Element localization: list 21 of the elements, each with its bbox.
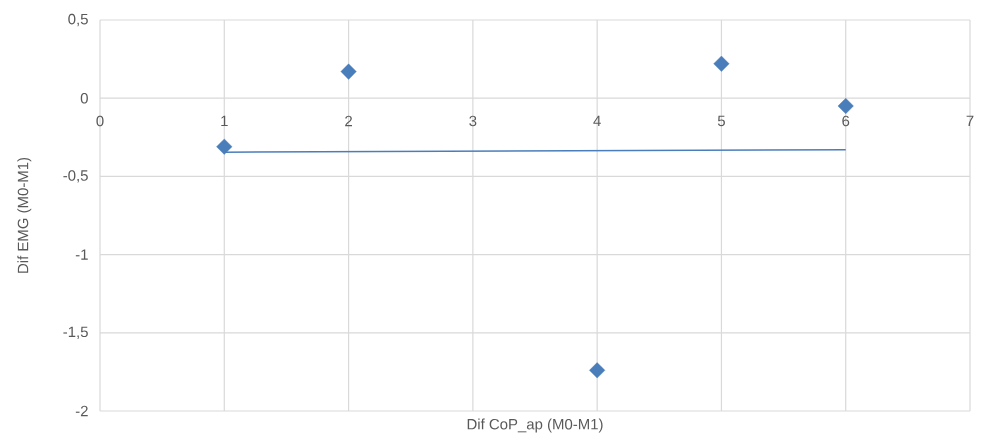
y-tick-label: -0,5 — [63, 170, 88, 183]
x-tick-label: 2 — [345, 115, 352, 127]
point — [216, 138, 233, 155]
point — [713, 55, 730, 72]
point — [340, 63, 357, 80]
y-tick-label: -1 — [75, 249, 88, 260]
x-tick-label: 6 — [842, 115, 850, 127]
x-tick-label: 5 — [717, 115, 725, 127]
y-tick-label: 0,5 — [68, 13, 88, 27]
y-tick-label: -1,5 — [63, 326, 88, 339]
x-tick-label: 4 — [593, 115, 601, 126]
x-tick-label: 1 — [221, 115, 228, 126]
x-axis-title: Dif CoP_ap (M0-M1) — [467, 418, 603, 433]
x-tick-label: 0 — [96, 115, 104, 127]
y-axis-title: Dif EMG (M0-M1) — [17, 157, 32, 273]
x-tick-label: 3 — [469, 115, 477, 127]
y-tick-label: 0 — [80, 92, 88, 104]
point — [837, 98, 854, 114]
y-tick-label: -2 — [75, 405, 88, 417]
point — [589, 362, 606, 379]
x-tick-label: 7 — [966, 115, 974, 126]
